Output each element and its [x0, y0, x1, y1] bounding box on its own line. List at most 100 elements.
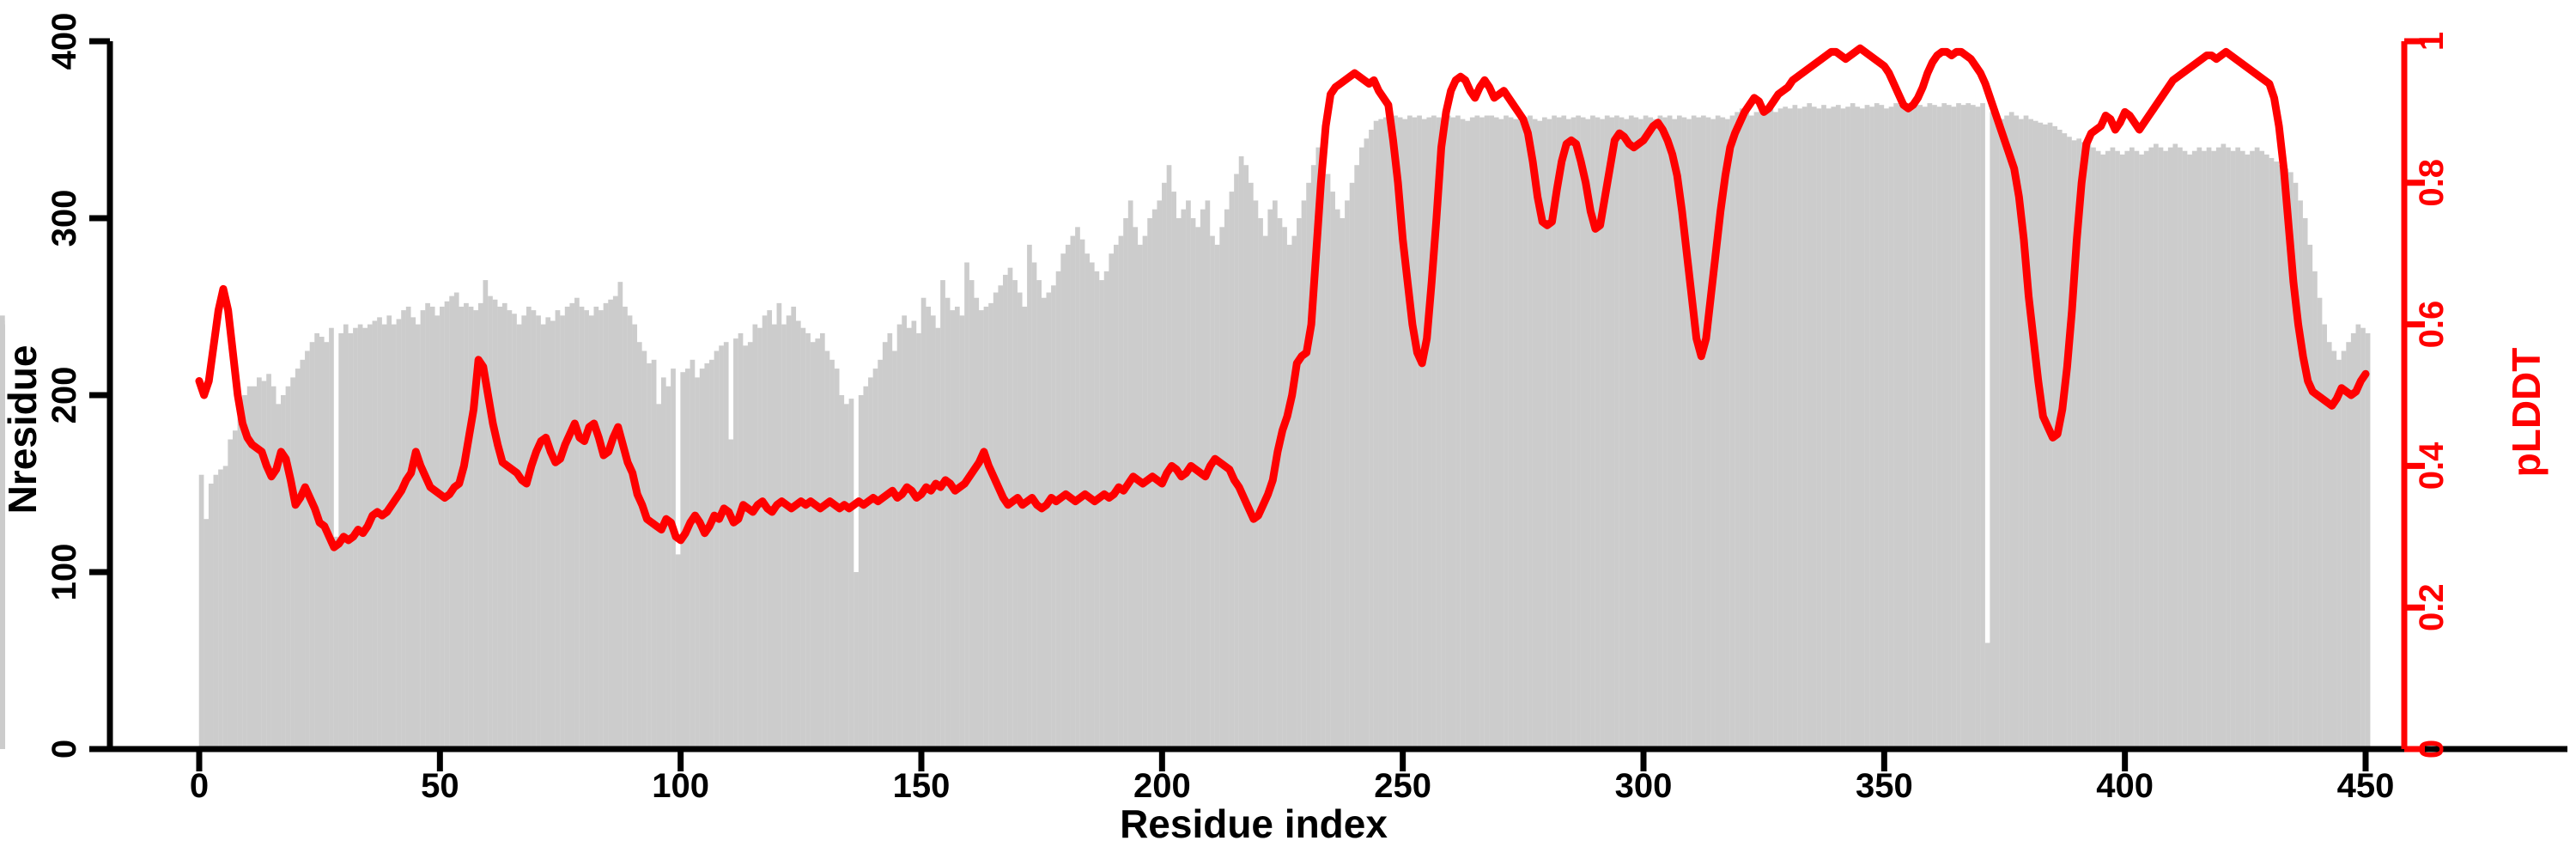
- bar: [810, 342, 816, 749]
- bar: [641, 350, 647, 749]
- bar: [2191, 150, 2197, 750]
- bar: [1157, 200, 1163, 749]
- bar: [1441, 119, 1446, 749]
- bar: [1604, 115, 1610, 749]
- bar: [2163, 150, 2168, 750]
- bar: [1330, 192, 1335, 750]
- bar: [1224, 209, 1230, 749]
- bar: [1541, 117, 1547, 749]
- bar: [2129, 147, 2135, 750]
- bar: [781, 324, 787, 749]
- bar: [892, 350, 897, 749]
- bar: [1060, 253, 1066, 749]
- bar: [228, 439, 234, 749]
- bar: [1474, 115, 1480, 749]
- bar: [2221, 143, 2227, 750]
- bar: [1980, 103, 1985, 750]
- bar: [492, 299, 498, 749]
- bar: [632, 324, 638, 749]
- bar: [2062, 133, 2068, 749]
- bar: [795, 320, 801, 749]
- bar: [2365, 332, 2371, 749]
- bar: [1450, 117, 1456, 749]
- bar: [425, 302, 430, 749]
- bar: [555, 310, 561, 749]
- bar: [743, 345, 748, 749]
- bar: [1860, 108, 1865, 749]
- bar: [704, 362, 710, 749]
- bar: [1816, 108, 1822, 749]
- bar: [858, 395, 864, 749]
- bar: [2105, 150, 2111, 750]
- bar: [954, 307, 960, 749]
- bar: [204, 519, 210, 749]
- bar: [305, 350, 310, 749]
- bar: [300, 359, 306, 749]
- bar: [2019, 119, 2024, 749]
- bar: [2076, 138, 2082, 750]
- bar: [1797, 108, 1802, 749]
- bar: [627, 315, 633, 749]
- bar: [2226, 147, 2231, 750]
- bar: [1970, 105, 1976, 749]
- bar: [1705, 117, 1711, 749]
- bar: [309, 342, 315, 749]
- bar: [1388, 115, 1394, 749]
- bar: [2196, 147, 2202, 750]
- bar: [2288, 172, 2293, 749]
- bar: [281, 395, 286, 749]
- bar: [2115, 150, 2120, 750]
- bar: [453, 292, 459, 749]
- bar: [218, 469, 223, 749]
- bar: [1373, 120, 1379, 749]
- bar: [1214, 244, 1220, 749]
- bar: [252, 386, 258, 749]
- bar: [1522, 117, 1528, 749]
- x-tick-label: 0: [190, 767, 209, 805]
- bar: [1595, 117, 1601, 749]
- bottom-axis: 0 50 100 150 200 250 300 350 400 450: [110, 746, 2567, 805]
- bar: [1840, 108, 1846, 749]
- bar: [2124, 150, 2130, 750]
- bar: [1017, 292, 1023, 749]
- bar: [2086, 143, 2092, 750]
- bar: [964, 262, 969, 749]
- bar: [237, 399, 243, 749]
- bar: [584, 310, 589, 749]
- bar: [2215, 147, 2221, 750]
- bar: [2081, 142, 2087, 750]
- left-axis: 0 100 200 300 400: [46, 13, 113, 758]
- bar: [647, 362, 652, 749]
- bar: [863, 386, 869, 749]
- bar: [829, 359, 835, 749]
- bar: [2235, 147, 2241, 750]
- bar: [993, 292, 999, 749]
- bar: [319, 337, 325, 749]
- bar: [512, 314, 517, 749]
- bar: [276, 404, 282, 749]
- bar: [728, 439, 734, 749]
- x-tick-label: 200: [1133, 767, 1191, 805]
- bar: [1334, 209, 1340, 749]
- bar: [983, 307, 989, 749]
- bar: [1325, 174, 1331, 749]
- bar: [2326, 342, 2332, 749]
- bar: [1912, 103, 1918, 750]
- bar: [1777, 108, 1783, 749]
- bar: [1850, 103, 1856, 750]
- bar: [357, 324, 363, 749]
- bar: [834, 369, 840, 749]
- bar: [1773, 112, 1778, 749]
- bar: [2355, 324, 2361, 749]
- bar: [579, 307, 585, 749]
- bar: [1999, 119, 2005, 749]
- bar: [2134, 150, 2140, 750]
- bar: [1075, 227, 1080, 749]
- bar: [2110, 147, 2116, 750]
- bar: [1162, 182, 1167, 750]
- bar: [969, 280, 975, 750]
- x-axis-title: Residue index: [1120, 801, 1388, 846]
- bar: [242, 395, 247, 749]
- bar: [1315, 147, 1321, 750]
